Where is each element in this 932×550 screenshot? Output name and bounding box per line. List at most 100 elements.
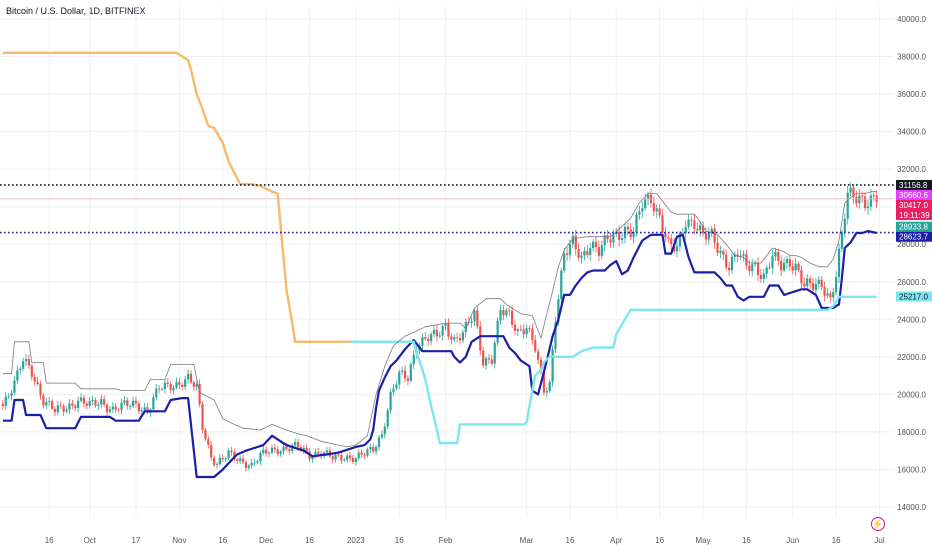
candle-body	[696, 229, 699, 231]
candle-body	[432, 329, 436, 334]
candle-body	[155, 388, 158, 398]
candle-body	[661, 215, 664, 233]
candle-body	[849, 187, 852, 193]
x-tick-label: Apr	[610, 536, 623, 545]
candle-body	[207, 439, 210, 445]
candle-body	[866, 206, 870, 209]
candle-body	[227, 450, 230, 459]
candle-body	[505, 310, 508, 316]
candle-body	[16, 370, 19, 381]
candle-body	[259, 452, 262, 462]
candle-body	[218, 457, 221, 465]
candle-body	[389, 391, 392, 411]
candle-body	[343, 459, 346, 461]
x-tick-label: Feb	[439, 536, 453, 545]
candle-body	[123, 400, 126, 403]
candle-body	[800, 270, 803, 284]
price-label-box-5	[896, 231, 932, 242]
candle-body	[256, 461, 259, 463]
price-label-box-3	[896, 209, 932, 220]
candle-body	[577, 249, 580, 258]
candle-body	[377, 437, 381, 448]
candle-body	[742, 253, 745, 256]
candle-body	[644, 198, 647, 209]
candle-body	[652, 203, 655, 212]
candle-body	[444, 323, 447, 326]
candle-body	[108, 409, 112, 412]
candle-body	[36, 381, 39, 384]
indicator-line-0	[2, 51, 414, 343]
candle-body	[701, 225, 705, 234]
candle-body	[45, 401, 48, 406]
candle-body	[771, 256, 774, 268]
candle-body	[120, 402, 123, 411]
indicator-lines	[2, 51, 877, 479]
candle-body	[835, 277, 838, 293]
x-tick-label: 16	[832, 536, 841, 545]
y-tick-label: 34000.0	[897, 128, 926, 137]
candle-body	[820, 279, 823, 288]
candle-body	[667, 237, 670, 239]
candle-body	[606, 235, 609, 240]
candle-body	[354, 458, 357, 463]
candle-body	[126, 400, 129, 407]
candle-body	[592, 241, 595, 249]
candle-body	[221, 457, 224, 460]
x-tick-label: Mar	[520, 536, 534, 545]
candle-body	[285, 446, 288, 450]
candle-body	[568, 244, 572, 255]
candle-body	[508, 310, 511, 312]
candle-body	[279, 451, 282, 455]
candle-body	[620, 238, 624, 240]
candle-body	[441, 325, 444, 336]
candle-body	[484, 358, 488, 366]
price-axis[interactable]: 14000.0 16000.0 18000.0 20000.0 22000.0 24000…	[897, 15, 926, 512]
price-label-box-1	[896, 189, 932, 200]
candle-body	[4, 396, 7, 407]
price-label-box-4	[896, 221, 932, 232]
candle-body	[427, 338, 430, 342]
candle-body	[91, 399, 94, 401]
y-tick-label: 18000.0	[897, 428, 926, 437]
candle-body	[456, 337, 459, 339]
candle-body	[401, 370, 404, 372]
candle-body	[192, 382, 195, 387]
candle-body	[172, 387, 175, 391]
candle-body	[19, 368, 22, 371]
candle-body	[502, 309, 505, 316]
time-axis[interactable]: 16 Oct 17 Nov 16 Dec 16 2023 16 Feb Mar 16 Apr 16 May 1…	[45, 536, 885, 545]
candle-body	[181, 384, 184, 387]
candle-body	[589, 248, 592, 256]
candle-body	[317, 451, 320, 454]
candle-body	[50, 401, 54, 409]
candle-body	[490, 359, 493, 364]
candle-body	[826, 293, 829, 296]
candle-body	[7, 395, 10, 397]
candle-body	[858, 195, 861, 204]
candle-body	[832, 292, 835, 298]
candle-body	[212, 457, 216, 465]
y-tick-label: 38000.0	[897, 53, 926, 62]
candle-body	[244, 462, 248, 468]
candle-body	[716, 242, 719, 253]
candle-body	[409, 364, 412, 381]
candle-body	[129, 406, 132, 407]
candle-body	[294, 442, 297, 446]
candle-body	[340, 454, 343, 461]
candle-body	[840, 232, 844, 249]
candle-body	[664, 232, 667, 238]
candle-body	[184, 379, 187, 387]
candle-body	[496, 320, 499, 343]
candle-body	[759, 275, 763, 279]
candle-body	[817, 279, 820, 284]
candle-body	[563, 253, 566, 271]
candle-body	[531, 328, 534, 340]
lightning-icon[interactable]: ⚡	[871, 517, 885, 531]
candle-body	[175, 381, 178, 388]
candle-body	[684, 227, 687, 234]
candle-body	[296, 442, 300, 448]
candle-body	[137, 403, 140, 412]
candle-body	[739, 255, 742, 257]
candle-body	[267, 452, 271, 454]
